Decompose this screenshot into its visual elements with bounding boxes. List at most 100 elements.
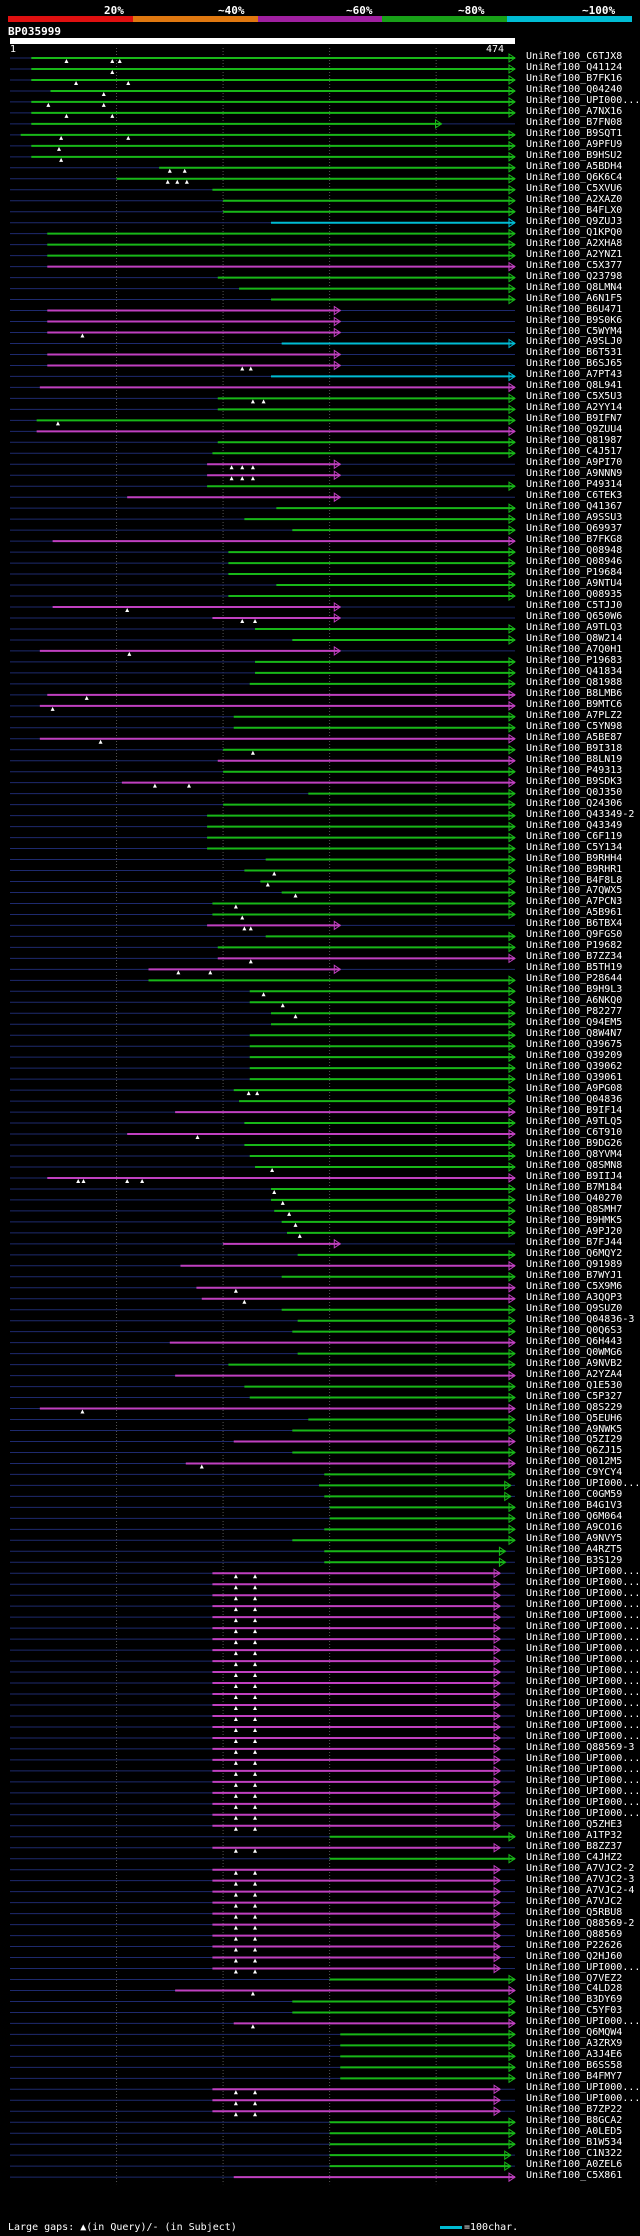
- hit-label[interactable]: UniRef100_C5X377: [526, 259, 623, 271]
- hit-label[interactable]: UniRef100_Q9SUZ0: [526, 1302, 623, 1314]
- hit-label[interactable]: UniRef100_B7WYJ1: [526, 1269, 623, 1281]
- hit-label[interactable]: UniRef100_A7Q0H1: [526, 643, 623, 655]
- hit-label[interactable]: UniRef100_B6T531: [526, 347, 623, 359]
- hit-label[interactable]: UniRef100_P19682: [526, 940, 623, 952]
- hit-label[interactable]: UniRef100_Q0WMG6: [526, 1346, 623, 1358]
- hit-label[interactable]: UniRef100_UPI000...: [526, 1654, 640, 1666]
- hit-label[interactable]: UniRef100_A7NX16: [526, 105, 623, 117]
- hit-label[interactable]: UniRef100_A1TP32: [526, 1829, 623, 1841]
- hit-label[interactable]: UniRef100_A3QQP3: [526, 1291, 623, 1303]
- hit-label[interactable]: UniRef100_C5X861: [526, 2170, 623, 2182]
- hit-label[interactable]: UniRef100_A2YZA4: [526, 1368, 623, 1380]
- hit-label[interactable]: UniRef100_Q81988: [526, 676, 623, 688]
- hit-label[interactable]: UniRef100_B8ZZ37: [526, 1840, 623, 1852]
- hit-label[interactable]: UniRef100_A2XHA8: [526, 237, 623, 249]
- hit-label[interactable]: UniRef100_Q8W4N7: [526, 1028, 623, 1040]
- hit-label[interactable]: UniRef100_B6SS58: [526, 2060, 623, 2072]
- hit-label[interactable]: UniRef100_UPI000...: [526, 2082, 640, 2094]
- hit-label[interactable]: UniRef100_Q43349: [526, 819, 623, 831]
- hit-label[interactable]: UniRef100_Q1KPQ0: [526, 226, 623, 238]
- hit-label[interactable]: UniRef100_UPI000...: [526, 1752, 640, 1764]
- hit-label[interactable]: UniRef100_B9HSU2: [526, 149, 623, 161]
- hit-label[interactable]: UniRef100_Q08946: [526, 556, 623, 568]
- hit-label[interactable]: UniRef100_UPI000...: [526, 94, 640, 106]
- hit-label[interactable]: UniRef100_UPI000...: [526, 1774, 640, 1786]
- hit-label[interactable]: UniRef100_Q81987: [526, 435, 623, 447]
- hit-label[interactable]: UniRef100_A9NVY5: [526, 1533, 623, 1545]
- hit-label[interactable]: UniRef100_A9NTU4: [526, 578, 623, 590]
- hit-label[interactable]: UniRef100_Q91989: [526, 1258, 623, 1270]
- hit-label[interactable]: UniRef100_C5YF03: [526, 2005, 623, 2017]
- hit-label[interactable]: UniRef100_Q9ZUJ3: [526, 215, 623, 227]
- hit-label[interactable]: UniRef100_A9PJ20: [526, 1225, 623, 1237]
- hit-label[interactable]: UniRef100_B9SQT1: [526, 127, 623, 139]
- hit-label[interactable]: UniRef100_B7ZP22: [526, 2104, 623, 2116]
- hit-label[interactable]: UniRef100_P28644: [526, 973, 623, 985]
- hit-label[interactable]: UniRef100_C1N322: [526, 2148, 623, 2160]
- hit-label[interactable]: UniRef100_A6NKQ0: [526, 995, 623, 1007]
- hit-label[interactable]: UniRef100_A4RZT5: [526, 1544, 623, 1556]
- hit-label[interactable]: UniRef100_Q41367: [526, 501, 623, 513]
- hit-label[interactable]: UniRef100_B8LN19: [526, 753, 623, 765]
- hit-label[interactable]: UniRef100_A7PT43: [526, 369, 623, 381]
- hit-label[interactable]: UniRef100_C4LD28: [526, 1983, 623, 1995]
- hit-label[interactable]: UniRef100_B3DY69: [526, 1994, 623, 2006]
- hit-label[interactable]: UniRef100_B9IF14: [526, 1105, 623, 1117]
- hit-label[interactable]: UniRef100_B6TBX4: [526, 918, 623, 930]
- hit-label[interactable]: UniRef100_A0LED5: [526, 2126, 623, 2138]
- hit-label[interactable]: UniRef100_C4JHZ2: [526, 1851, 623, 1863]
- hit-label[interactable]: UniRef100_Q88569-3: [526, 1741, 635, 1753]
- hit-label[interactable]: UniRef100_UPI000...: [526, 1807, 640, 1819]
- hit-label[interactable]: UniRef100_UPI000...: [526, 1599, 640, 1611]
- hit-label[interactable]: UniRef100_UPI000...: [526, 1796, 640, 1808]
- hit-label[interactable]: UniRef100_A7VJC2-4: [526, 1884, 635, 1896]
- hit-label[interactable]: UniRef100_UPI000...: [526, 1763, 640, 1775]
- hit-label[interactable]: UniRef100_C9YCY4: [526, 1467, 623, 1479]
- hit-label[interactable]: UniRef100_UPI000...: [526, 2016, 640, 2028]
- hit-label[interactable]: UniRef100_B6SJ65: [526, 358, 623, 370]
- hit-label[interactable]: UniRef100_P49313: [526, 764, 623, 776]
- hit-label[interactable]: UniRef100_B3S129: [526, 1555, 623, 1567]
- hit-label[interactable]: UniRef100_C4J517: [526, 446, 623, 458]
- hit-label[interactable]: UniRef100_B9RHH4: [526, 852, 623, 864]
- hit-label[interactable]: UniRef100_P82277: [526, 1006, 623, 1018]
- hit-label[interactable]: UniRef100_A7VJC2-3: [526, 1873, 635, 1885]
- hit-label[interactable]: UniRef100_Q69937: [526, 523, 623, 535]
- hit-label[interactable]: UniRef100_Q0Q6S3: [526, 1324, 623, 1336]
- hit-label[interactable]: UniRef100_A5B961: [526, 907, 623, 919]
- hit-label[interactable]: UniRef100_Q8LMN4: [526, 281, 623, 293]
- hit-label[interactable]: UniRef100_Q9ZUU4: [526, 424, 623, 436]
- hit-label[interactable]: UniRef100_A9TLQ3: [526, 621, 623, 633]
- hit-label[interactable]: UniRef100_Q1E530: [526, 1379, 623, 1391]
- hit-label[interactable]: UniRef100_Q9FGS0: [526, 929, 623, 941]
- hit-label[interactable]: UniRef100_Q94EM5: [526, 1017, 623, 1029]
- hit-label[interactable]: UniRef100_UPI000...: [526, 1719, 640, 1731]
- hit-label[interactable]: UniRef100_Q6M064: [526, 1511, 623, 1523]
- hit-label[interactable]: UniRef100_Q04836-3: [526, 1313, 635, 1325]
- hit-label[interactable]: UniRef100_C5TJJ0: [526, 600, 623, 611]
- hit-label[interactable]: UniRef100_Q8SMH7: [526, 1203, 623, 1215]
- hit-label[interactable]: UniRef100_A2YNZ1: [526, 248, 623, 260]
- hit-label[interactable]: UniRef100_C5P327: [526, 1390, 623, 1402]
- hit-label[interactable]: UniRef100_B9RHR1: [526, 863, 623, 875]
- hit-label[interactable]: UniRef100_B7M184: [526, 1181, 623, 1193]
- hit-label[interactable]: UniRef100_A2YY14: [526, 402, 623, 414]
- hit-label[interactable]: UniRef100_P49314: [526, 479, 623, 491]
- hit-label[interactable]: UniRef100_C6TEK3: [526, 490, 623, 502]
- hit-label[interactable]: UniRef100_UPI000...: [526, 1643, 640, 1655]
- hit-label[interactable]: UniRef100_B4FMY7: [526, 2071, 623, 2083]
- hit-label[interactable]: UniRef100_A9PG08: [526, 1083, 623, 1095]
- hit-label[interactable]: UniRef100_C0GM59: [526, 1489, 623, 1501]
- hit-label[interactable]: UniRef100_B7FN08: [526, 116, 623, 128]
- hit-label[interactable]: UniRef100_UPI000...: [526, 1687, 640, 1699]
- hit-label[interactable]: UniRef100_UPI000...: [526, 1698, 640, 1709]
- hit-label[interactable]: UniRef100_C5Y134: [526, 841, 623, 853]
- hit-label[interactable]: UniRef100_Q08948: [526, 545, 623, 557]
- hit-label[interactable]: UniRef100_P19683: [526, 654, 623, 666]
- hit-label[interactable]: UniRef100_Q8L941: [526, 380, 623, 392]
- hit-label[interactable]: UniRef100_Q24306: [526, 797, 623, 809]
- hit-label[interactable]: UniRef100_B4F8L8: [526, 874, 623, 886]
- hit-label[interactable]: UniRef100_A6N1F5: [526, 292, 623, 304]
- hit-label[interactable]: UniRef100_UPI000...: [526, 1632, 640, 1644]
- hit-label[interactable]: UniRef100_UPI000...: [526, 1478, 640, 1490]
